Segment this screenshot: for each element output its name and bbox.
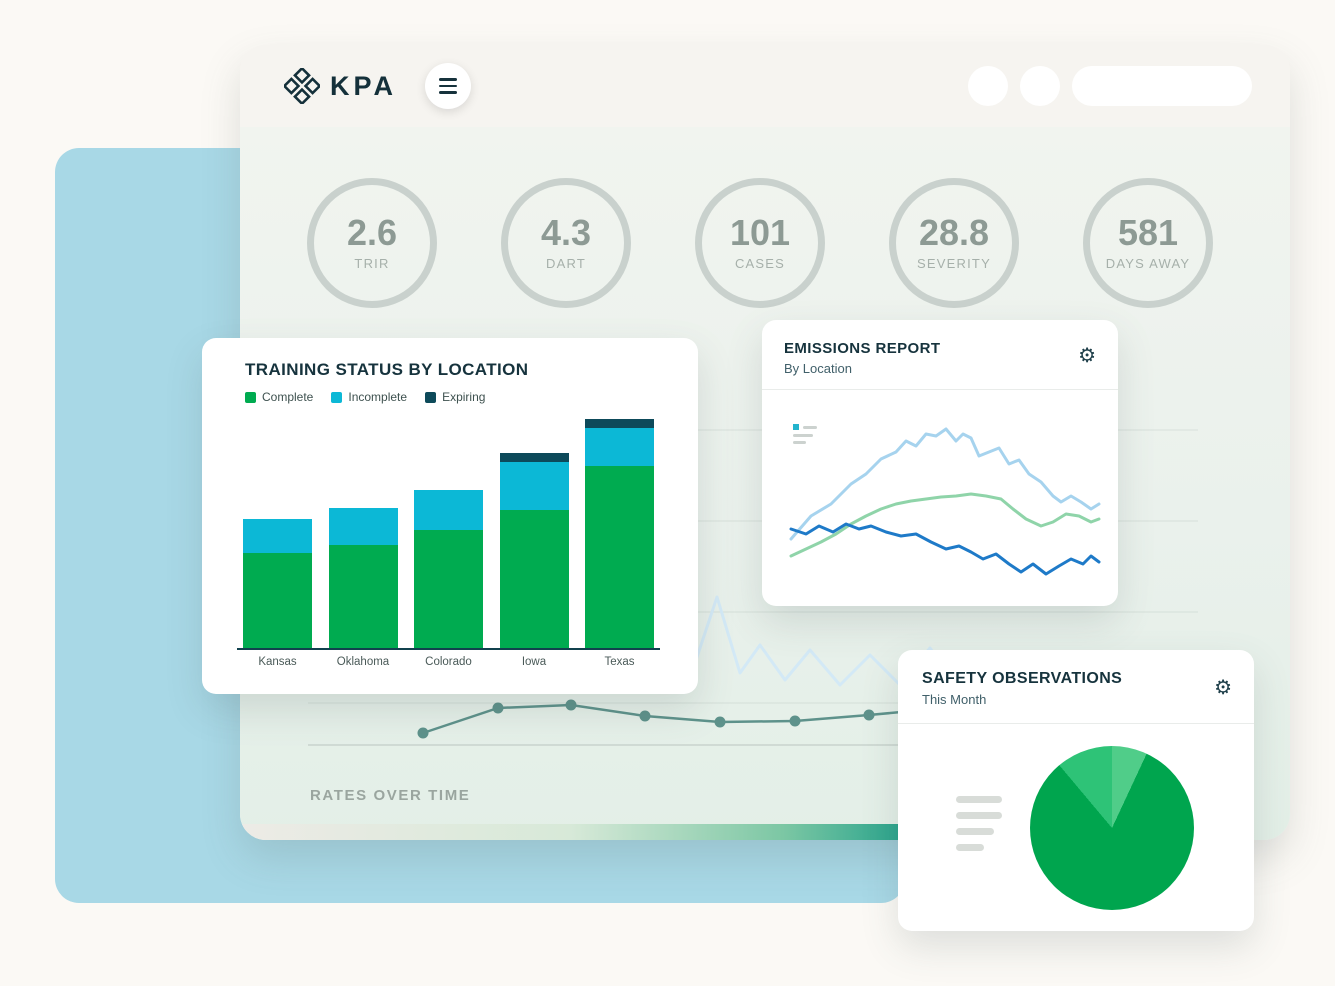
card-title: EMISSIONS REPORT <box>784 340 941 357</box>
category-label: Colorado <box>425 656 472 668</box>
mini-legend-row <box>793 434 817 437</box>
kpi-cases: 101 CASES <box>695 178 825 308</box>
observations-pie-chart <box>1030 746 1194 910</box>
bar-segment-expiring <box>499 453 569 462</box>
card-subtitle: By Location <box>784 361 852 376</box>
legend-label: Incomplete <box>348 390 408 404</box>
mini-swatch <box>793 424 799 430</box>
kpi-days-away: 581 DAYS AWAY <box>1083 178 1213 308</box>
topbar: KPA <box>240 45 1290 127</box>
gradient-strip <box>240 824 902 840</box>
kpi-label: CASES <box>734 256 786 271</box>
bar-segment-complete <box>328 545 398 648</box>
category-label: Kansas <box>258 656 297 668</box>
hamburger-line <box>439 78 458 81</box>
bar-segment-complete <box>414 530 483 648</box>
bar-column-iowa <box>499 453 569 648</box>
mini-line <box>793 441 806 444</box>
bar-segment-incomplete <box>499 462 569 510</box>
skeleton-line <box>956 844 984 851</box>
settings-icon[interactable]: ⚙ <box>1078 345 1096 367</box>
emissions-line-3 <box>789 522 1101 576</box>
topbar-right <box>968 66 1252 106</box>
emissions-report-card: EMISSIONS REPORT By Location ⚙ <box>762 320 1118 606</box>
brand-logo: KPA <box>284 68 397 104</box>
category-label: Oklahoma <box>336 656 390 668</box>
mini-legend-row <box>793 424 817 430</box>
legend-label: Complete <box>262 390 314 404</box>
mini-line <box>793 434 813 437</box>
kpi-value: 581 <box>1117 212 1179 253</box>
bar-segment-incomplete <box>414 490 483 530</box>
hamburger-icon <box>439 78 458 94</box>
training-status-card: TRAINING STATUS BY LOCATION Complete Inco… <box>202 338 698 694</box>
legend-swatch <box>331 391 343 403</box>
card-title: TRAINING STATUS BY LOCATION <box>245 360 529 379</box>
mini-legend-icon <box>793 424 817 444</box>
safety-observations-card: SAFETY OBSERVATIONS This Month ⚙ <box>898 650 1254 931</box>
kpi-label: DAYS AWAY <box>1105 256 1191 271</box>
kpi-trir: 2.6 TRIR <box>307 178 437 308</box>
bar-segment-incomplete <box>328 508 398 545</box>
bar-segment-incomplete <box>243 519 312 553</box>
category-label: Texas <box>604 656 635 668</box>
category-label: Iowa <box>521 656 547 668</box>
bar-segment-expiring <box>585 419 654 428</box>
training-categories: Kansas Oklahoma Colorado Iowa Texas <box>237 656 660 668</box>
search-pill[interactable] <box>1072 66 1252 106</box>
legend-item-expiring: Expiring <box>425 390 485 404</box>
bar-segment-complete <box>499 510 569 648</box>
avatar-placeholder[interactable] <box>1020 66 1060 106</box>
kpi-value: 2.6 <box>346 212 398 253</box>
kpi-dart: 4.3 DART <box>501 178 631 308</box>
card-subtitle: This Month <box>922 692 987 707</box>
avatar-placeholder[interactable] <box>968 66 1008 106</box>
legend-swatch <box>425 391 437 403</box>
card-title: SAFETY OBSERVATIONS <box>922 670 1123 687</box>
hamburger-line <box>439 91 458 94</box>
mini-legend-row <box>793 441 817 444</box>
settings-icon[interactable]: ⚙ <box>1214 677 1232 699</box>
legend-item-incomplete: Incomplete <box>331 390 407 404</box>
training-legend: Complete Incomplete Expiring <box>245 390 485 404</box>
kpa-logo-icon <box>284 68 320 104</box>
legend-swatch <box>245 391 256 403</box>
menu-button[interactable] <box>425 63 472 109</box>
hamburger-line <box>439 84 458 88</box>
text-skeleton <box>956 796 1002 851</box>
mini-line <box>803 425 817 429</box>
kpi-value: 101 <box>729 212 791 253</box>
brand-name: KPA <box>330 70 398 101</box>
emissions-line-2 <box>789 492 1101 558</box>
card-header: EMISSIONS REPORT By Location <box>762 320 1118 390</box>
kpi-severity: 28.8 SEVERITY <box>889 178 1019 308</box>
skeleton-line <box>956 828 994 835</box>
kpi-row: 2.6 TRIR 4.3 DART 101 CASES 28.8 SEVERIT… <box>307 178 1213 308</box>
bar-segment-incomplete <box>585 428 654 466</box>
bar-column-oklahoma <box>328 508 398 648</box>
bar-column-kansas <box>243 519 312 648</box>
emissions-line-chart <box>789 427 1101 576</box>
x-axis <box>237 648 660 650</box>
legend-label: Expiring <box>442 390 486 404</box>
training-bars <box>237 408 660 648</box>
kpi-value: 28.8 <box>918 212 990 253</box>
bar-column-texas <box>585 419 654 648</box>
emissions-line-1 <box>789 427 1101 541</box>
skeleton-line <box>956 796 1002 803</box>
card-header: SAFETY OBSERVATIONS This Month <box>898 650 1254 724</box>
bar-segment-complete <box>243 553 312 648</box>
bar-column-colorado <box>414 490 483 648</box>
legend-item-complete: Complete <box>245 390 313 404</box>
kpi-label: DART <box>546 256 586 271</box>
kpi-label: TRIR <box>354 256 390 271</box>
bar-segment-complete <box>585 466 654 648</box>
kpi-value: 4.3 <box>540 212 592 253</box>
kpi-label: SEVERITY <box>917 256 991 271</box>
skeleton-line <box>956 812 1002 819</box>
rates-over-time-title: RATES OVER TIME <box>310 787 471 804</box>
